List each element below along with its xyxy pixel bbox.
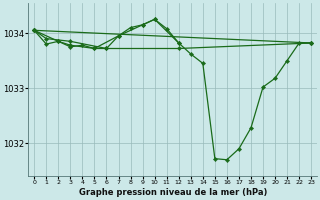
X-axis label: Graphe pression niveau de la mer (hPa): Graphe pression niveau de la mer (hPa) bbox=[78, 188, 267, 197]
